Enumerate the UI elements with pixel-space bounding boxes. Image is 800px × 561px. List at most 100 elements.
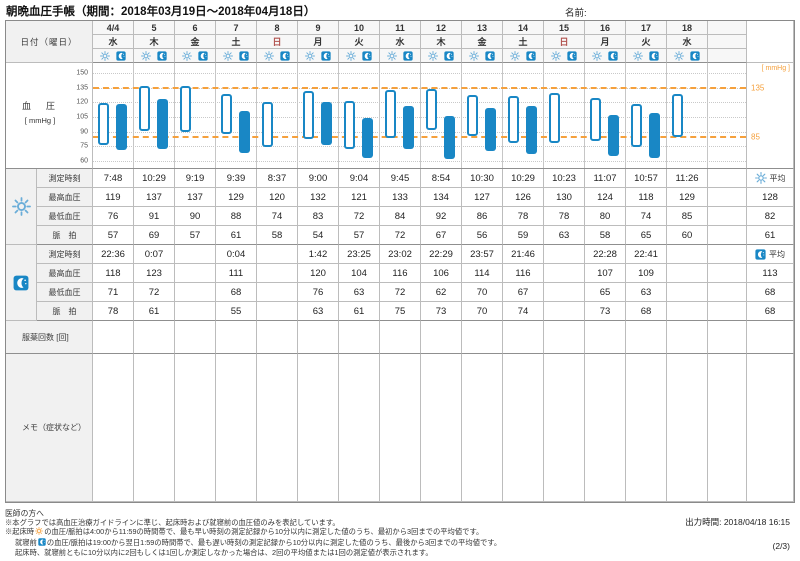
moon-icon [321,50,331,61]
morning-section-icon [6,169,37,245]
empty-cell [708,264,747,283]
morning-pulse-cell: 57 [93,226,134,245]
morning-bar [221,93,232,134]
footer-note-line: ※本グラフでは高血圧治療ガイドラインに準じ、起床時および就寝前の血圧値のみを表記… [5,518,340,528]
morning-bar [98,103,109,146]
evening-bar [608,115,619,157]
ytick-label: 135 [76,84,88,92]
date-cell: 11 [380,21,421,35]
morning-pulse-cell: 57 [175,226,216,245]
chart-ylabel: 血 圧 [21,101,58,111]
evening-pulse-cell: 61 [339,302,380,321]
evening-bar [157,99,168,150]
chart-column-separator [379,63,380,168]
row-label-time: 測定時刻 [37,245,93,264]
footer-note-line: 就寝前 の血圧/脈拍は19:00から翌日1:59の時間帯で、最も遅い時刻の測定記録… [15,537,502,547]
date-cell: 6 [175,21,216,35]
morning-diastolic-cell: 92 [421,207,462,226]
morning-pulse-cell: 56 [462,226,503,245]
dow-cell: 土 [503,35,544,49]
chart-column-separator [338,63,339,168]
morning-diastolic-cell: 91 [134,207,175,226]
date-cell: 13 [462,21,503,35]
morning-time-cell: 10:29 [134,169,175,188]
evening-systolic-cell [667,264,708,283]
evening-systolic-cell: 120 [298,264,339,283]
date-header-label: 日付（曜日） [6,21,93,63]
morning-systolic-cell: 137 [134,188,175,207]
weather-cell [462,49,503,63]
evening-bar [362,117,373,159]
dow-cell: 金 [462,35,503,49]
medication-cell [257,321,298,354]
morning-diastolic-cell: 86 [462,207,503,226]
memo-label: メモ（症状など） [6,354,93,502]
dow-cell: 木 [421,35,462,49]
morning-systolic-cell: 129 [667,188,708,207]
evening-time-cell: 22:29 [421,245,462,264]
page-number: (2/3) [772,541,790,551]
weather-cell [216,49,257,63]
morning-pulse-cell: 72 [380,226,421,245]
memo-cell [421,354,462,502]
evening-systolic-cell [175,264,216,283]
chart-ylabel-block: 血 圧 [ mmHg ] [14,99,66,125]
evening-diastolic-cell: 72 [134,283,175,302]
moon-icon [38,537,46,546]
evening-pulse-cell: 73 [585,302,626,321]
date-cell: 4/4 [93,21,134,35]
evening-section-icon [6,245,37,321]
memo-cell [380,354,421,502]
weather-cell [585,49,626,63]
morning-diastolic-cell: 74 [626,207,667,226]
sun-icon [469,50,479,61]
row-label-systolic: 最高血圧 [37,188,93,207]
evening-diastolic-cell [544,283,585,302]
chart-y-axis: 血 圧 [ mmHg ] 150 135 120 105 90 75 60 [6,63,93,169]
output-time: 出力時間: 2018/04/18 16:15 [685,517,790,527]
morning-time-cell: 9:19 [175,169,216,188]
chart-column-separator [666,63,667,168]
evening-time-cell: 0:07 [134,245,175,264]
medication-cell [216,321,257,354]
evening-systolic-cell: 104 [339,264,380,283]
evening-time-cell [544,245,585,264]
weather-cell [134,49,175,63]
evening-time-cell: 22:41 [626,245,667,264]
morning-time-cell: 7:48 [93,169,134,188]
chart-column-separator [461,63,462,168]
morning-pulse-cell: 60 [667,226,708,245]
medication-cell [667,321,708,354]
evening-pulse-cell [257,302,298,321]
morning-systolic-cell: 124 [585,188,626,207]
ytick-label: 90 [80,128,88,136]
evening-average-diastolic: 68 [747,283,794,302]
morning-time-cell: 8:54 [421,169,462,188]
memo-cell [667,354,708,502]
morning-diastolic-cell: 80 [585,207,626,226]
row-label-diastolic: 最低血圧 [37,207,93,226]
memo-cell [257,354,298,502]
name-label: 名前: [565,8,587,19]
chart-column-separator [625,63,626,168]
ytick-label: 75 [80,142,88,150]
dow-cell: 金 [175,35,216,49]
sun-icon [35,527,44,536]
evening-diastolic-cell [175,283,216,302]
sun-icon [674,50,684,61]
moon-icon [649,50,659,61]
chart-threshold-legend: [ mmHg ] 135 85 [747,63,794,169]
medication-cell [421,321,462,354]
morning-pulse-cell: 54 [298,226,339,245]
evening-diastolic-cell: 72 [380,283,421,302]
evening-systolic-cell [257,264,298,283]
evening-time-cell [257,245,298,264]
date-cell: 16 [585,21,626,35]
bp-table: 日付（曜日） 血 圧 [ mmHg ] 150 135 120 105 90 75 60 [… [5,20,795,503]
morning-systolic-cell: 126 [503,188,544,207]
memo-cell [544,354,585,502]
moon-icon [280,50,290,61]
evening-systolic-cell: 107 [585,264,626,283]
morning-bar [631,104,642,148]
gridline [93,73,746,74]
